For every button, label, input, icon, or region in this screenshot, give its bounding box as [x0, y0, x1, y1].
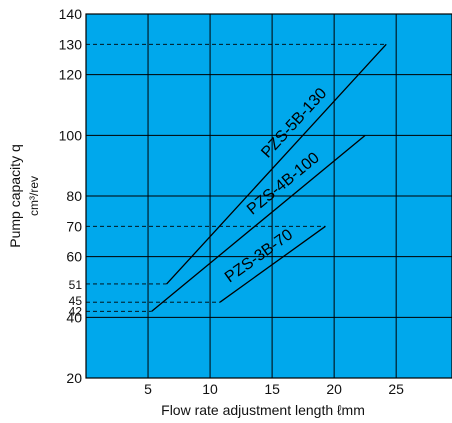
- y-tick-label-100: 100: [59, 127, 83, 143]
- y-axis-label: Pump capacity q: [7, 144, 23, 248]
- y-tick-label-80: 80: [66, 188, 82, 204]
- y-tick-label-51: 51: [69, 278, 83, 292]
- y-tick-label-42: 42: [69, 304, 83, 318]
- y-tick-label-20: 20: [66, 370, 82, 386]
- y-tick-label-40: 40: [66, 309, 82, 325]
- y-tick-label-60: 60: [66, 249, 82, 265]
- x-tick-label-15: 15: [264, 381, 280, 397]
- y-tick-label-130: 130: [59, 36, 83, 52]
- x-tick-label-5: 5: [144, 381, 152, 397]
- plot-frame: [85, 13, 452, 379]
- series-line-pzs-4b-100: [151, 134, 366, 312]
- y-tick-label-120: 120: [59, 67, 83, 83]
- x-tick-label-10: 10: [202, 381, 218, 397]
- y-axis-unit-label: cm³/rev: [27, 176, 41, 216]
- x-tick-label-20: 20: [326, 381, 342, 397]
- x-tick-labels: 5 10 15 20 25: [144, 381, 404, 397]
- y-tick-label-45: 45: [69, 294, 83, 308]
- series-line-pzs-3b-70: [219, 225, 326, 303]
- x-axis-label: Flow rate adjustment length ℓmm: [161, 402, 365, 418]
- series-line-pzs-5b-130: [166, 43, 387, 285]
- y-tick-label-140: 140: [59, 6, 83, 22]
- y-tick-label-70: 70: [66, 218, 82, 234]
- reference-lines: [86, 43, 387, 312]
- grid: [86, 14, 452, 378]
- x-tick-label-25: 25: [388, 381, 404, 397]
